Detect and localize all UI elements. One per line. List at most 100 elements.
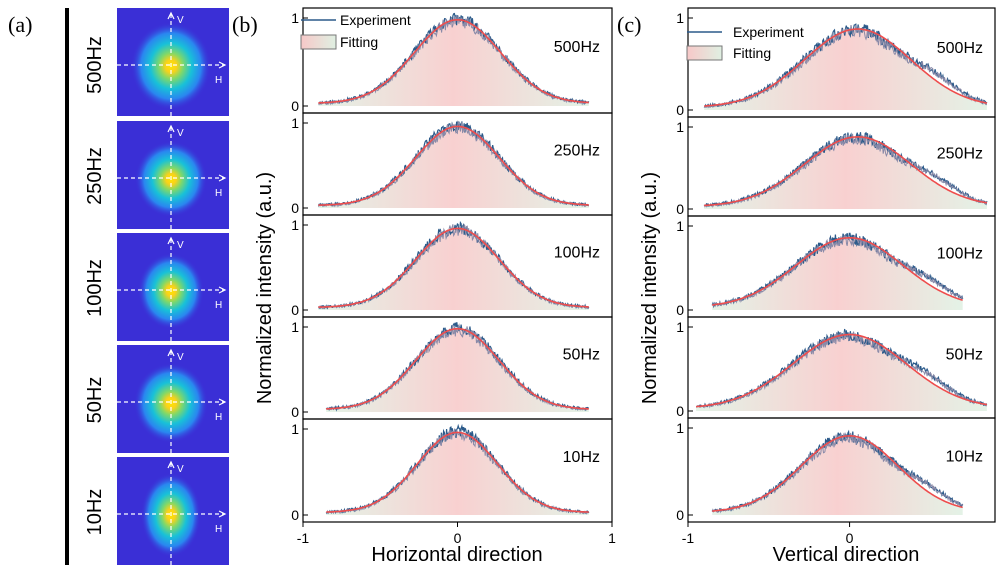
beam-label-500hz: 500Hz	[84, 36, 106, 94]
panel-c-xlabel: Vertical direction	[773, 544, 920, 566]
fitting-fill-10hz	[712, 435, 963, 515]
y-tick-label: 0	[291, 404, 299, 420]
subplot-50hz: 0 1 50Hz	[676, 316, 996, 419]
fitting-fill-50hz	[696, 334, 987, 411]
experiment-line-light-250hz	[317, 120, 589, 208]
experiment-line-light-100hz	[711, 234, 964, 308]
experiment-line-light-50hz	[325, 323, 589, 411]
vertical-arrow-icon	[167, 124, 175, 133]
fitting-line-100hz	[318, 227, 589, 308]
panel-a-labels: 500Hz 250Hz 100Hz 50Hz 10Hz	[84, 36, 106, 535]
beam-label-50hz: 50Hz	[84, 377, 106, 424]
fitting-line-50hz	[326, 327, 589, 410]
panel-b-legend: Experiment Fitting	[300, 12, 411, 50]
experiment-line-light-500hz	[318, 15, 590, 106]
fitting-fill-100hz	[318, 228, 589, 310]
y-tick-label: 1	[676, 218, 684, 234]
y-tick-label: 1	[676, 10, 684, 26]
fitting-line-50hz	[696, 333, 988, 408]
x-tick-label: 1	[608, 530, 616, 546]
series-label-500hz: 500Hz	[554, 39, 600, 56]
series-label-250hz: 250Hz	[937, 146, 983, 163]
subplot-500hz: 0 1 500Hz	[676, 7, 996, 118]
legend-experiment-label-b: Experiment	[340, 12, 411, 28]
series-label-50hz: 50Hz	[946, 346, 983, 363]
series-label-250hz: 250Hz	[554, 143, 600, 160]
x-tick-label: 0	[846, 530, 854, 546]
experiment-line-light-10hz	[711, 432, 964, 514]
fitting-line-10hz	[326, 431, 589, 513]
panel-letter-b: (b)	[232, 12, 258, 37]
horizontal-arrow-icon	[218, 61, 227, 69]
subplot-frame	[687, 417, 996, 523]
y-tick-label: 1	[291, 421, 299, 437]
y-tick-label: 0	[676, 102, 684, 118]
horizontal-arrow-icon	[218, 510, 227, 518]
fitting-line-10hz	[712, 434, 963, 512]
y-tick-label: 1	[676, 319, 684, 335]
experiment-line-light-250hz	[703, 133, 988, 208]
vertical-arrow-icon	[167, 348, 175, 357]
y-tick-label: 1	[291, 115, 299, 131]
beam-label-100hz: 100Hz	[84, 259, 106, 317]
beam-axis-label-h: H	[215, 412, 222, 423]
horizontal-arrow-icon	[218, 286, 227, 294]
y-tick-label: 0	[676, 403, 684, 419]
beam-image-10hz: VH	[117, 457, 229, 565]
y-tick-label: 1	[676, 119, 684, 135]
legend-fitting-label-b: Fitting	[340, 34, 378, 50]
beam-axis-label-v: V	[177, 15, 184, 26]
panel-letter-a: (a)	[8, 12, 32, 37]
horizontal-arrow-icon	[218, 398, 227, 406]
beam-label-250hz: 250Hz	[84, 147, 106, 205]
legend-fitting-swatch-c	[686, 45, 723, 61]
series-label-10hz: 10Hz	[563, 449, 600, 466]
fitting-line-100hz	[712, 237, 963, 306]
fitting-fill-100hz	[712, 237, 963, 310]
series-label-100hz: 100Hz	[937, 245, 983, 262]
legend-fitting-label-c: Fitting	[733, 45, 771, 61]
fitting-line-500hz	[704, 28, 988, 107]
vertical-arrow-icon	[167, 460, 175, 469]
panel-c-legend: Experiment Fitting	[686, 24, 804, 61]
panel-letter-c: (c)	[617, 12, 641, 37]
fitting-line-500hz	[318, 19, 589, 104]
vertical-arrow-icon	[167, 11, 175, 20]
y-tick-label: 1	[291, 10, 299, 26]
subplot-250hz: 0 1 250Hz	[291, 112, 613, 216]
beam-axis-label-h: H	[215, 75, 222, 86]
y-tick-label: 0	[291, 507, 299, 523]
beam-axis-label-h: H	[215, 188, 222, 199]
fitting-line-250hz	[318, 125, 589, 206]
subplot-50hz: 0 1 50Hz	[291, 316, 613, 420]
y-tick-label: 1	[291, 319, 299, 335]
legend-fitting-swatch-b	[300, 34, 337, 50]
beam-axis-label-v: V	[177, 352, 184, 363]
experiment-line-light-50hz	[695, 331, 988, 409]
fitting-fill-50hz	[326, 328, 589, 412]
series-label-50hz: 50Hz	[563, 347, 600, 364]
beam-image-100hz: VH	[117, 233, 229, 341]
fitting-fill-10hz	[326, 432, 589, 515]
beam-axis-label-v: V	[177, 464, 184, 475]
y-tick-label: 0	[291, 98, 299, 114]
y-tick-label: 0	[676, 507, 684, 523]
beam-image-50hz: VH	[117, 345, 229, 453]
panel-c-ylabel: Normalized intensity (a.u.)	[639, 172, 661, 404]
beam-image-250hz: VH	[117, 121, 229, 229]
fitting-fill-250hz	[704, 136, 987, 209]
subplot-100hz: 0 1 100Hz	[676, 215, 996, 318]
fitting-fill-500hz	[704, 29, 987, 110]
panel-b-ylabel: Normalized intensity (a.u.)	[254, 172, 276, 404]
subplot-10hz: 0 1 10Hz	[291, 418, 613, 523]
series-label-10hz: 10Hz	[946, 448, 983, 465]
y-tick-label: 0	[291, 302, 299, 318]
panel-b-xlabel: Horizontal direction	[371, 544, 542, 566]
beam-image-500hz: VH	[117, 8, 229, 116]
horizontal-arrow-icon	[218, 174, 227, 182]
vertical-arrow-icon	[167, 236, 175, 245]
subplot-250hz: 0 1 250Hz	[676, 116, 996, 217]
